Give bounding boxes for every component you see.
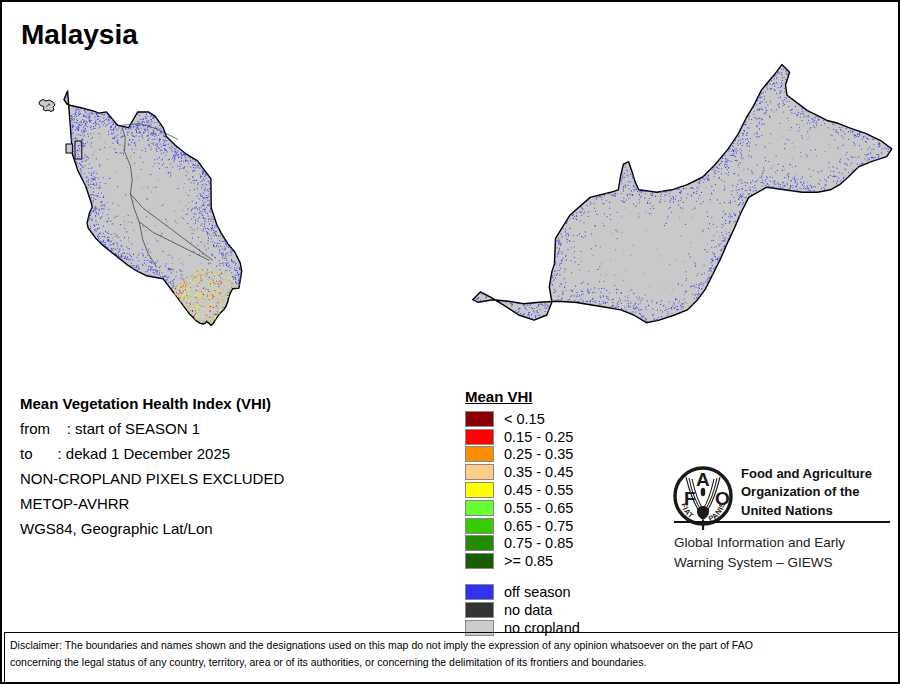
svg-text:A: A xyxy=(696,469,710,490)
